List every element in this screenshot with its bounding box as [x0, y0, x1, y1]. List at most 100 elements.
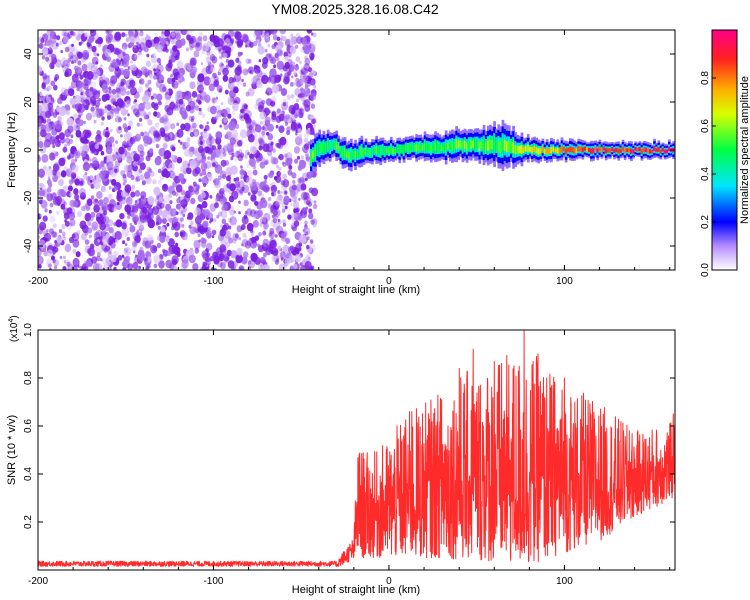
heatmap-signal-cell [423, 142, 427, 151]
heatmap-noise-cell [79, 180, 84, 186]
heatmap-noise-cell [235, 123, 240, 129]
heatmap-noise-cell [97, 217, 104, 225]
heatmap-noise-cell [144, 101, 152, 111]
heatmap-noise-cell [112, 59, 117, 64]
heatmap-noise-cell [278, 125, 285, 133]
heatmap-noise-cell [114, 107, 120, 115]
heatmap-noise-cell [89, 86, 94, 92]
heatmap-noise-cell [295, 74, 298, 78]
heatmap-noise-cell [169, 200, 173, 205]
heatmap-noise-cell [189, 45, 194, 51]
heatmap-noise-cell [272, 205, 276, 210]
heatmap-noise-cell [48, 263, 52, 268]
heatmap-signal-cell [505, 141, 509, 153]
heatmap-noise-cell [232, 110, 236, 115]
heatmap-noise-cell [137, 251, 145, 261]
heatmap-noise-cell [299, 60, 302, 64]
snr-panel: -200 -100 0 100 0.2 0.4 0.6 0.8 1.0 Height of s… [6, 315, 676, 596]
heatmap-noise-cell [298, 93, 302, 98]
heatmap-noise-cell [118, 60, 124, 67]
heatmap-noise-cell [222, 240, 226, 244]
heatmap-noise-cell [150, 239, 154, 244]
heatmap-noise-cell [120, 108, 128, 116]
heatmap-noise-cell [143, 68, 150, 77]
heatmap-noise-cell [47, 249, 53, 257]
heatmap-noise-cell [303, 192, 310, 201]
heatmap-noise-cell [232, 238, 237, 244]
heatmap-signal-cell [609, 148, 612, 153]
snr-x-label: Height of straight line (km) [292, 584, 420, 596]
heatmap-noise-cell [39, 189, 46, 197]
heatmap-noise-cell [157, 225, 161, 230]
heatmap-noise-cell [253, 256, 261, 265]
heatmap-noise-cell [272, 148, 276, 153]
heatmap-noise-cell [89, 216, 94, 222]
heatmap-signal-cell [539, 148, 543, 154]
heatmap-noise-cell [195, 184, 201, 190]
heatmap-noise-cell [71, 98, 77, 105]
heatmap-noise-cell [262, 185, 268, 193]
heatmap-signal-cell [364, 147, 368, 155]
heatmap-noise-cell [196, 99, 199, 103]
heatmap-noise-cell [247, 87, 255, 97]
heatmap-noise-cell [140, 66, 148, 76]
heatmap-noise-cell [65, 137, 70, 144]
heatmap-noise-cell [66, 261, 71, 267]
heatmap-noise-cell [203, 76, 211, 86]
heatmap-signal-cell [402, 147, 406, 154]
heatmap-signal-cell [482, 139, 486, 151]
heatmap-noise-cell [149, 73, 154, 79]
heatmap-noise-cell [130, 211, 133, 215]
heatmap-noise-cell [100, 150, 105, 156]
heatmap-noise-cell [145, 257, 148, 262]
colorbar-label: Normalized spectral amplitude [739, 76, 750, 224]
heatmap-noise-cell [233, 152, 238, 157]
heatmap-noise-cell [220, 262, 226, 270]
heatmap-noise-cell [298, 176, 305, 184]
heatmap-noise-cell [258, 104, 265, 113]
heatmap-signal-cell [314, 147, 317, 158]
heatmap-noise-cell [291, 75, 294, 79]
heatmap-signal-cell [310, 153, 313, 163]
heatmap-noise-cell [167, 251, 171, 257]
heatmap-noise-cell [108, 89, 113, 94]
heatmap-signal-cell [625, 148, 629, 152]
heatmap-signal-cell [668, 146, 671, 152]
heatmap-noise-cell [215, 131, 223, 140]
heatmap-noise-cell [244, 154, 248, 159]
heatmap-signal-cell [613, 148, 616, 153]
heatmap-noise-cell [243, 199, 249, 207]
heatmap-noise-cell [110, 255, 117, 263]
heatmap-noise-cell [224, 89, 229, 95]
heatmap-noise-cell [101, 94, 108, 102]
heatmap-noise-cell [43, 43, 47, 47]
heatmap-noise-cell [280, 88, 288, 96]
heatmap-signal-cell [484, 142, 488, 151]
heatmap-noise-cell [229, 216, 237, 226]
heatmap-noise-cell [133, 161, 138, 167]
heatmap-noise-cell [208, 135, 213, 141]
heatmap-noise-cell [284, 153, 288, 158]
heatmap-signal-cell [571, 146, 574, 153]
heatmap-noise-cell [189, 160, 197, 169]
heatmap-noise-cell [131, 240, 138, 248]
heatmap-noise-cell [258, 232, 262, 237]
heatmap-noise-cell [259, 161, 266, 169]
heatmap-noise-cell [151, 53, 157, 59]
heatmap-noise-cell [299, 234, 307, 244]
heatmap-noise-cell [275, 124, 279, 129]
heatmap-noise-cell [265, 243, 268, 247]
heatmap-noise-cell [210, 64, 215, 69]
heatmap-noise-cell [170, 171, 176, 178]
heatmap-noise-cell [71, 73, 79, 83]
heatmap-noise-cell [145, 254, 149, 259]
heatmap-noise-cell [104, 48, 112, 58]
heatmap-noise-cell [256, 80, 263, 89]
heatmap-noise-cell [131, 64, 137, 71]
heatmap-noise-cell [271, 115, 277, 123]
heatmap-signal-cell [392, 148, 395, 154]
heatmap-noise-cell [262, 264, 270, 270]
heatmap-noise-cell [76, 50, 81, 57]
heatmap-noise-cell [203, 146, 208, 152]
heatmap-signal-cell [628, 147, 631, 153]
